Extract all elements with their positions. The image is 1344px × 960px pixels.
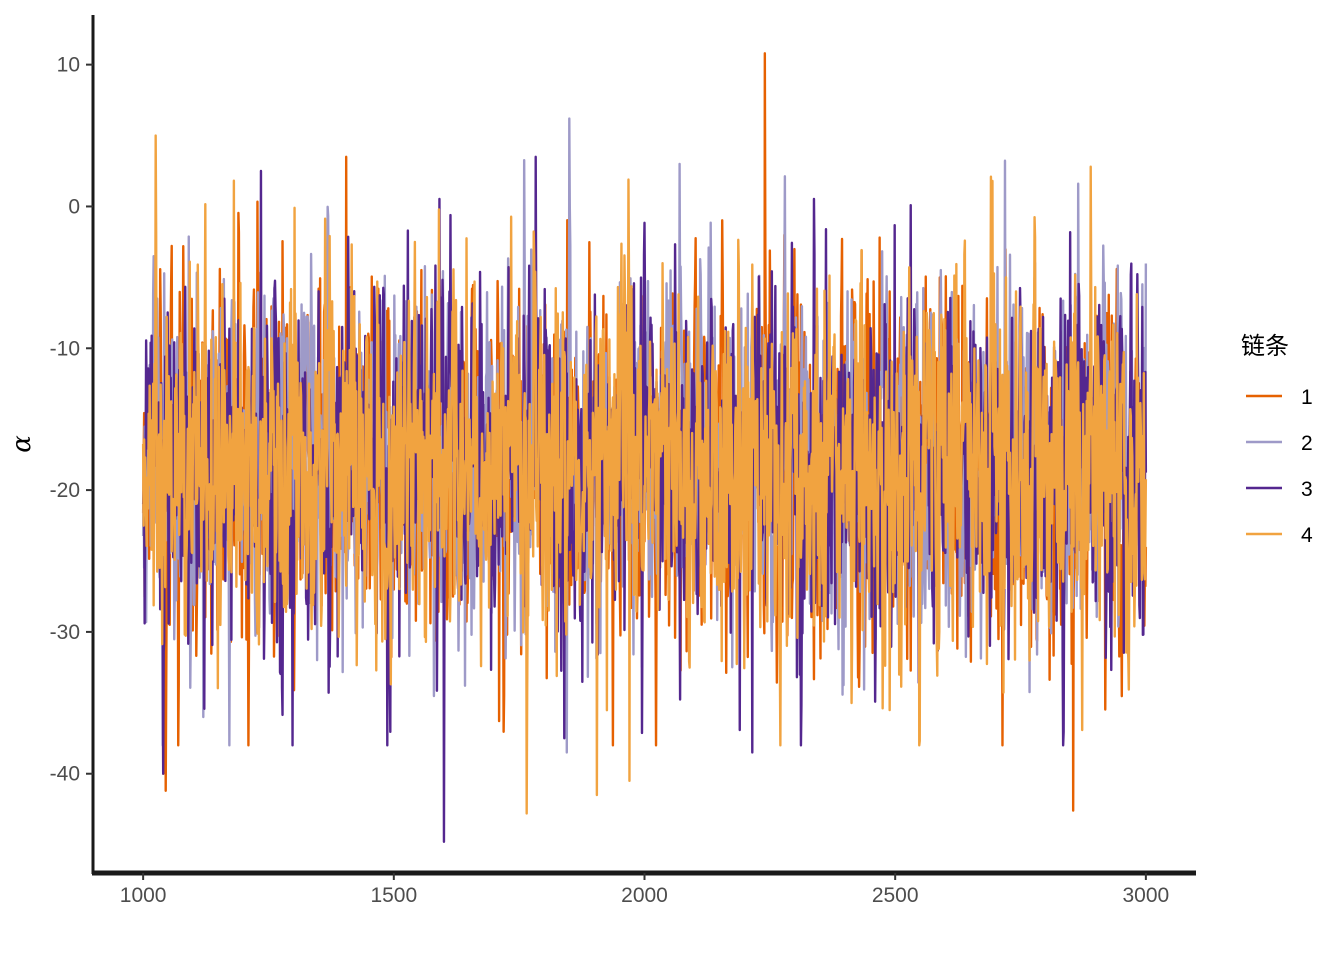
y-tick-label: -20 bbox=[50, 479, 80, 502]
series-layer bbox=[141, 52, 1148, 843]
legend: 链条 1 2 3 4 bbox=[1241, 332, 1313, 547]
legend-label: 1 bbox=[1301, 386, 1313, 409]
legend-items: 1 2 3 4 bbox=[1246, 386, 1313, 547]
y-tick-label: -10 bbox=[50, 337, 80, 360]
y-tick-label: 10 bbox=[57, 54, 80, 77]
y-tick-label: -30 bbox=[50, 621, 80, 644]
y-ticks: 10 0 -10 -20 -30 -40 bbox=[50, 54, 93, 786]
legend-label: 2 bbox=[1301, 432, 1313, 455]
x-tick-label: 1500 bbox=[370, 884, 417, 907]
x-tick-label: 3000 bbox=[1123, 884, 1170, 907]
series-line-4 bbox=[141, 134, 1148, 815]
x-tick-label: 1000 bbox=[120, 884, 167, 907]
x-tick-label: 2500 bbox=[872, 884, 919, 907]
y-tick-label: -40 bbox=[50, 763, 80, 786]
legend-label: 3 bbox=[1301, 478, 1313, 501]
legend-title: 链条 bbox=[1241, 332, 1289, 360]
x-tick-label: 2000 bbox=[621, 884, 668, 907]
legend-label: 4 bbox=[1301, 524, 1313, 547]
x-ticks: 1000 1500 2000 2500 3000 bbox=[120, 873, 1169, 907]
y-axis-title: α bbox=[7, 435, 37, 453]
y-tick-label: 0 bbox=[68, 195, 80, 218]
